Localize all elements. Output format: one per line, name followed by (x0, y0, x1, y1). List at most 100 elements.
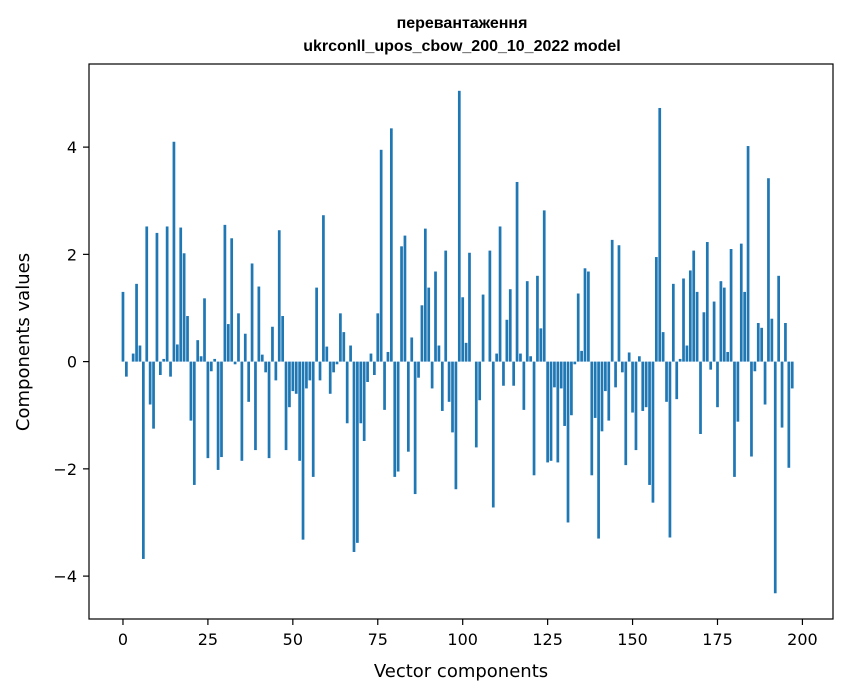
bar-82 (400, 246, 403, 362)
bar-50 (291, 361, 295, 392)
bar-153 (641, 361, 645, 411)
bar-131 (566, 361, 570, 523)
x-tick-label: 75 (368, 630, 388, 649)
y-tick-label: 2 (67, 245, 77, 264)
bar-93 (437, 345, 441, 362)
bar-108 (488, 250, 492, 362)
x-tick-label: 150 (617, 630, 648, 649)
bar-13 (165, 226, 169, 362)
bar-23 (199, 356, 203, 362)
bar-83 (403, 235, 407, 362)
bar-152 (637, 356, 641, 362)
bar-24 (203, 298, 206, 362)
bar-26 (209, 361, 213, 372)
bar-91 (430, 361, 434, 389)
bar-112 (502, 361, 505, 386)
bar-41 (260, 354, 264, 362)
bar-189 (763, 361, 767, 405)
bar-110 (495, 353, 499, 362)
bar-117 (519, 353, 522, 362)
bar-27 (213, 358, 217, 362)
bar-170 (699, 361, 702, 434)
bar-180 (733, 361, 736, 477)
x-tick-label: 50 (283, 630, 303, 649)
bar-129 (559, 361, 563, 389)
bar-72 (366, 361, 369, 382)
bar-15 (172, 141, 176, 362)
plot-frame (88, 63, 834, 620)
bar-102 (468, 252, 471, 362)
bar-132 (570, 361, 573, 416)
bar-134 (576, 293, 580, 362)
bar-66 (345, 361, 349, 424)
y-tick-label: 0 (67, 353, 77, 372)
bar-94 (440, 361, 444, 411)
bar-7 (145, 226, 149, 362)
bar-119 (525, 281, 529, 362)
bar-154 (644, 361, 648, 408)
x-tick-label: 175 (702, 630, 733, 649)
bar-5 (138, 345, 142, 362)
bar-54 (305, 361, 308, 389)
bar-8 (148, 361, 152, 405)
bar-1 (125, 361, 128, 377)
y-axis-label: Components values (13, 253, 34, 431)
bar-31 (226, 324, 230, 362)
bar-146 (617, 245, 621, 362)
x-tick-label: 200 (787, 630, 818, 649)
bar-142 (604, 361, 607, 392)
bar-135 (580, 350, 583, 362)
bar-92 (434, 271, 437, 362)
bar-43 (267, 361, 271, 459)
bar-121 (532, 361, 536, 476)
bar-3 (131, 353, 135, 362)
bar-116 (515, 181, 519, 362)
bar-89 (423, 228, 427, 362)
bar-113 (505, 319, 509, 362)
x-tick-label: 25 (198, 630, 218, 649)
bar-46 (277, 230, 281, 362)
bar-182 (739, 243, 743, 362)
bar-168 (692, 250, 696, 362)
bar-163 (675, 361, 679, 400)
bar-38 (250, 263, 254, 362)
bar-35 (240, 361, 244, 461)
bar-167 (688, 270, 692, 362)
bar-32 (230, 238, 234, 362)
bars-group (121, 90, 794, 594)
bar-56 (311, 361, 315, 477)
bar-171 (702, 312, 706, 362)
bar-76 (379, 149, 383, 362)
bar-155 (648, 361, 651, 485)
bar-194 (780, 361, 784, 428)
bar-74 (373, 361, 376, 376)
bar-25 (206, 361, 210, 459)
bar-11 (158, 361, 162, 376)
bar-184 (746, 146, 750, 362)
bar-14 (169, 361, 172, 377)
bar-111 (498, 226, 502, 362)
bar-86 (413, 361, 417, 495)
bar-71 (362, 361, 366, 441)
bar-125 (546, 361, 549, 463)
bar-36 (243, 333, 247, 362)
bar-159 (661, 332, 665, 362)
bar-75 (376, 313, 380, 362)
bar-161 (668, 361, 672, 538)
bar-150 (631, 361, 634, 413)
bar-64 (339, 313, 342, 362)
bar-90 (427, 287, 431, 362)
bar-176 (719, 281, 723, 362)
bar-181 (736, 361, 740, 422)
bar-19 (186, 316, 189, 362)
bar-190 (767, 178, 770, 362)
bar-48 (284, 361, 288, 451)
y-axis-ticks: −4 −2 0 2 4 (53, 138, 89, 586)
bar-63 (335, 361, 339, 365)
bar-195 (784, 323, 787, 362)
bar-175 (716, 361, 719, 408)
bar-188 (760, 327, 764, 362)
bar-47 (281, 316, 285, 362)
bar-60 (325, 346, 329, 362)
